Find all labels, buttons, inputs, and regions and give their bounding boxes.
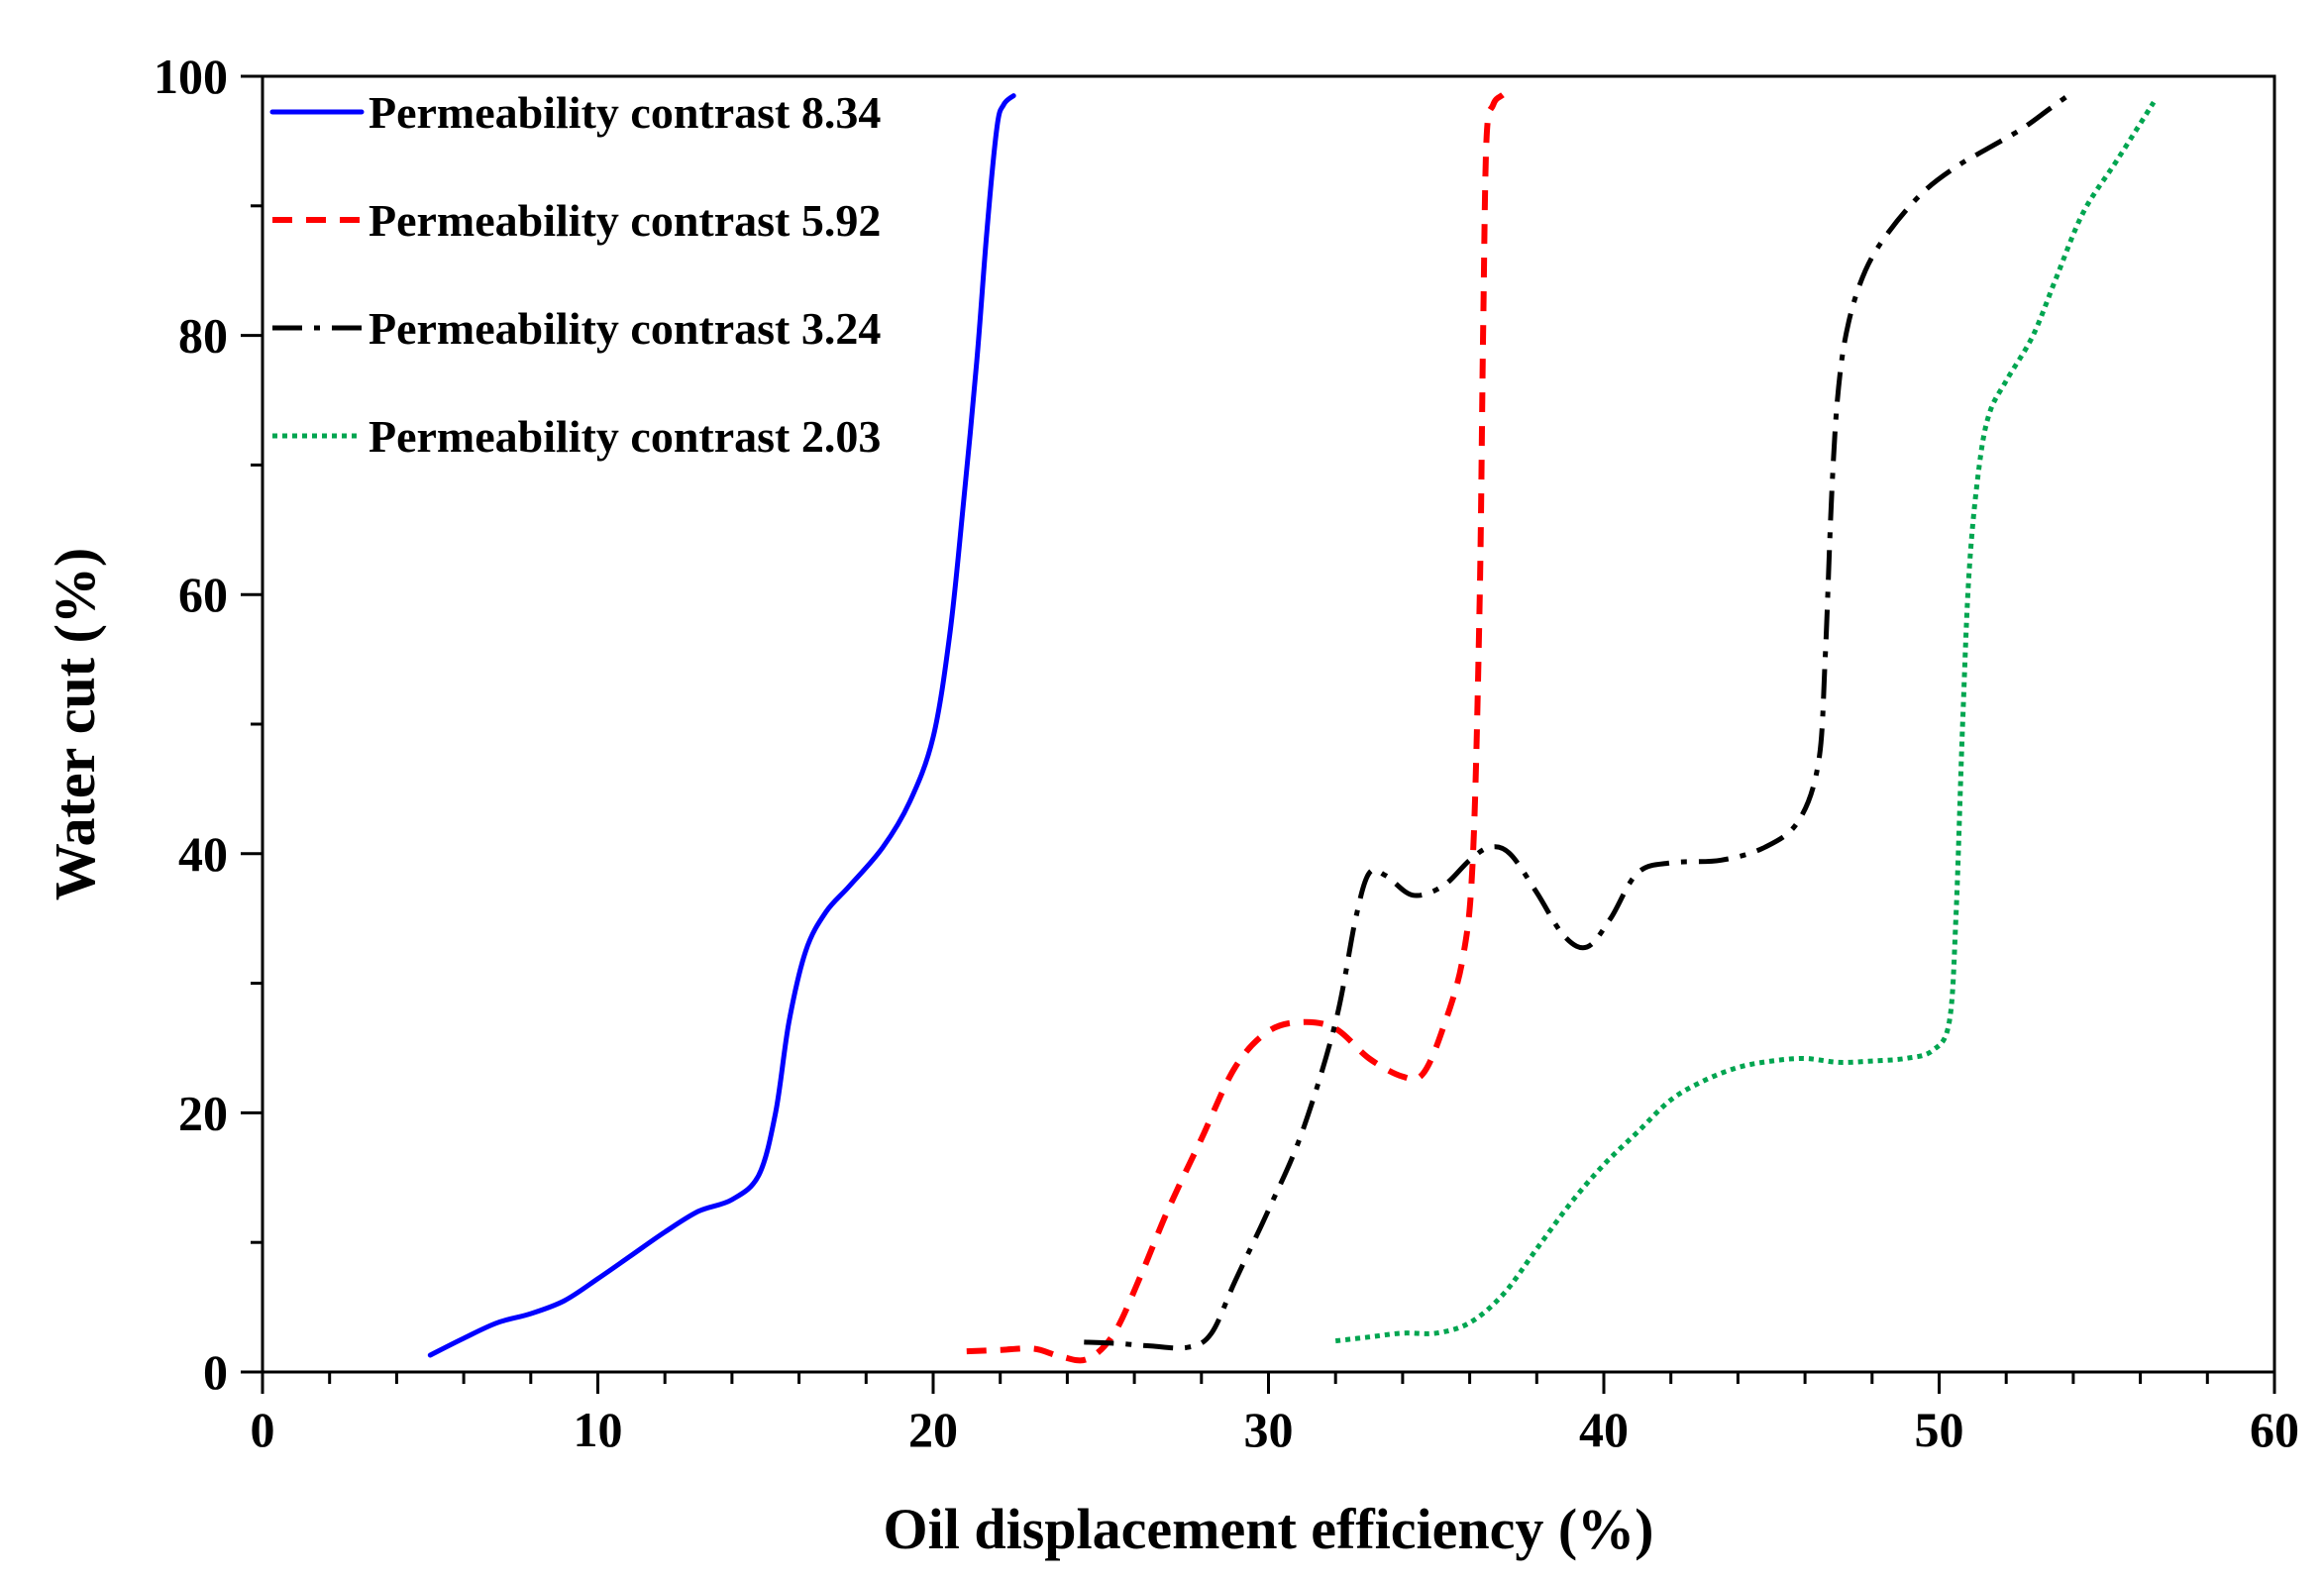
y-tick-label: 0 (203, 1344, 228, 1400)
x-tick-label: 20 (908, 1402, 958, 1457)
legend-label-3: Permeability contrast 3.24 (369, 303, 881, 354)
series-line-2 (966, 84, 1516, 1364)
x-tick-label: 60 (2250, 1402, 2299, 1457)
x-tick-label: 30 (1244, 1402, 1294, 1457)
legend-label-4: Permeability contrast 2.03 (369, 411, 881, 462)
x-tick-label: 0 (251, 1402, 275, 1457)
plot-area-frame (261, 74, 2276, 1374)
series-line-3 (1084, 89, 2075, 1351)
y-tick-label: 40 (178, 826, 228, 882)
y-axis-title: Water cut (%) (43, 548, 107, 901)
y-tick-label: 20 (178, 1085, 228, 1140)
legend-label-2: Permeability contrast 5.92 (369, 195, 881, 246)
legend-label-1: Permeability contrast 8.34 (369, 87, 881, 138)
x-tick-label: 10 (574, 1402, 623, 1457)
y-tick-label: 80 (178, 308, 228, 364)
x-axis-title: Oil displacement efficiency (%) (884, 1497, 1654, 1561)
x-tick-label: 40 (1579, 1402, 1629, 1457)
series-line-1 (427, 93, 1016, 1358)
series-line-4 (1334, 100, 2157, 1344)
series-lines (427, 84, 2157, 1364)
x-tick-label: 50 (1915, 1402, 1964, 1457)
y-tick-label: 60 (178, 567, 228, 622)
axes: 0 10 20 30 40 50 60 0 20 40 60 80 100 (154, 49, 2299, 1457)
y-tick-label: 100 (154, 49, 228, 104)
legend: Permeability contrast 8.34 Permeability c… (269, 87, 881, 462)
